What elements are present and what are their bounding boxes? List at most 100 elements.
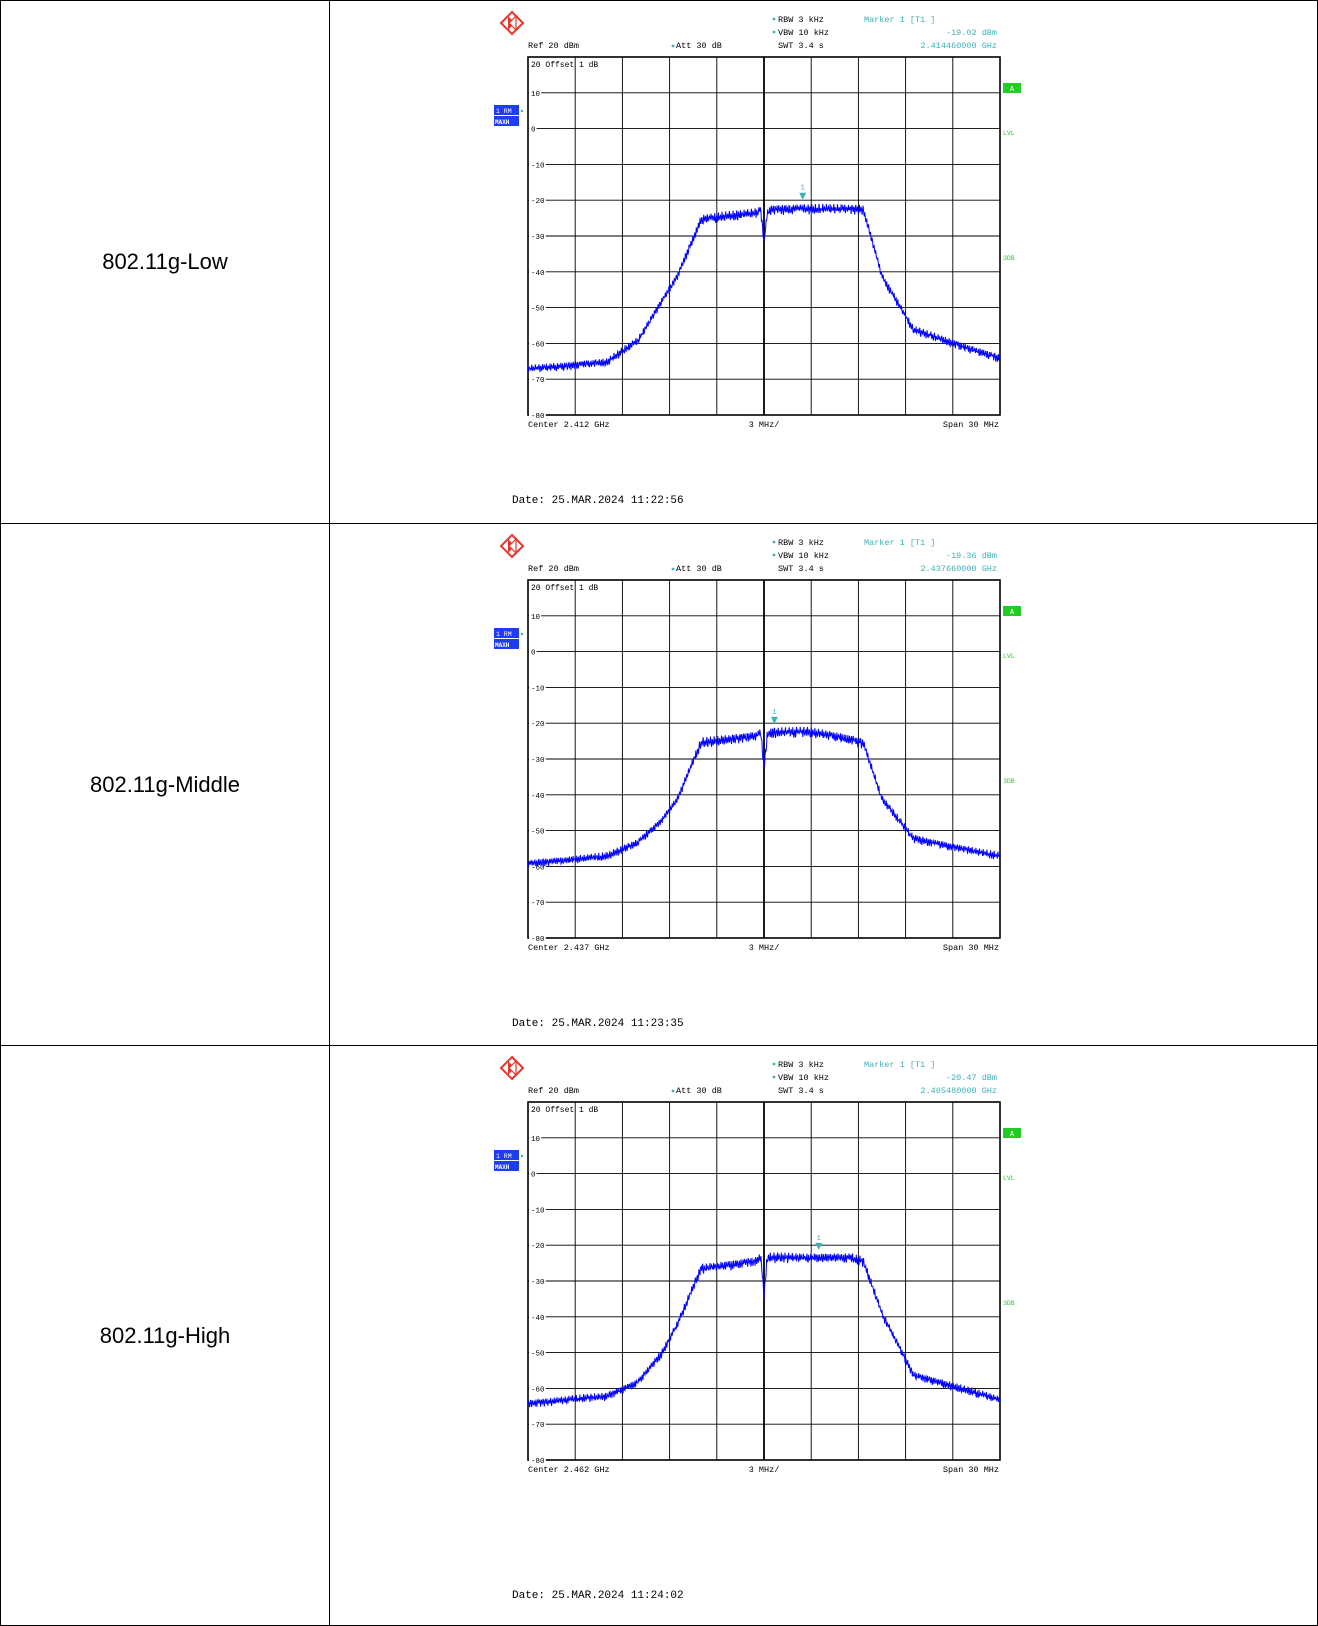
a-badge-text: A	[1010, 86, 1015, 94]
y-tick-bg	[529, 303, 546, 313]
trace-star-icon	[520, 632, 524, 636]
marker-frequency: 2.437660000 GHz	[920, 564, 997, 574]
y-tick-bg	[529, 1133, 542, 1143]
y-tick-bg	[529, 826, 546, 836]
a-badge-text: A	[1010, 1131, 1015, 1139]
maxhold-badge	[494, 116, 519, 126]
maxhold-text: MAXH	[495, 1164, 510, 1171]
ref-label: Ref 20 dBm	[528, 564, 579, 574]
a-badge	[1003, 83, 1021, 93]
trace-mode-badge	[494, 628, 519, 638]
center-freq-label: Center 2.462 GHz	[528, 1465, 610, 1475]
y-tick-bg	[529, 1312, 546, 1322]
swt-label: SWT 3.4 s	[778, 1086, 824, 1096]
lvl-label: LVL	[1003, 653, 1015, 660]
mode-label: 802.11g-Low	[102, 249, 228, 274]
mode-cell: 802.11g-Low	[0, 1, 330, 523]
a-badge	[1003, 606, 1021, 616]
maxhold-badge	[494, 1161, 519, 1171]
y-tick-bg	[529, 196, 546, 206]
y-tick-label: 0	[531, 127, 536, 135]
modified-star-icon	[671, 44, 675, 48]
y-tick-bg	[529, 611, 542, 621]
plot-cell: RBW 3 kHz VBW 10 kHz SWT 3.4 s Ref 20 dBm At…	[330, 524, 1318, 1045]
ref-label: Ref 20 dBm	[528, 41, 579, 51]
y-tick-bg	[529, 934, 546, 943]
rbw-label: RBW 3 kHz	[778, 1060, 824, 1070]
y-tick-label: 10	[531, 91, 541, 99]
y-tick-label: -10	[531, 685, 545, 693]
y-tick-label: -50	[531, 829, 545, 837]
att-label: Att 30 dB	[676, 564, 722, 574]
trace-mode-text: 1 RM	[496, 631, 512, 638]
spectrum-plot: RBW 3 kHz VBW 10 kHz SWT 3.4 s Ref 20 dBm At…	[494, 1055, 1021, 1475]
y-tick-label: -40	[531, 270, 545, 278]
offset-label: 20 Offset 1 dB	[531, 1106, 598, 1115]
lvl-label: LVL	[1003, 1175, 1015, 1182]
capture-date: Date: 25.MAR.2024 11:24:02	[512, 1590, 684, 1602]
plot-cell: RBW 3 kHz VBW 10 kHz SWT 3.4 s Ref 20 dBm At…	[330, 1046, 1318, 1625]
y-tick-bg	[529, 1277, 546, 1286]
marker-level: -19.36 dBm	[946, 551, 997, 561]
y-tick-label: -80	[531, 936, 545, 944]
y-tick-bg	[529, 411, 546, 420]
rbw-label: RBW 3 kHz	[778, 538, 824, 548]
mode-label: 802.11g-Middle	[89, 771, 241, 797]
y-tick-label: 10	[531, 614, 541, 622]
y-tick-label: 0	[531, 1172, 536, 1180]
y-tick-bg	[529, 719, 546, 729]
y-tick-label: 0	[531, 650, 536, 658]
y-tick-label: -10	[531, 162, 545, 170]
marker-frequency: 2.414460000 GHz	[920, 41, 997, 51]
trace-star-icon	[520, 1154, 524, 1158]
y-tick-bg	[529, 1348, 546, 1358]
a-badge-text: A	[1010, 609, 1015, 617]
y-tick-bg	[529, 160, 546, 170]
db3-label: 3DB	[1003, 1300, 1015, 1307]
spectrum-trace	[527, 203, 1001, 373]
y-tick-bg	[529, 1169, 537, 1179]
y-tick-label: -80	[531, 413, 545, 421]
modified-star-icon	[772, 1075, 776, 1079]
y-tick-label: -30	[531, 234, 545, 242]
center-freq-label: Center 2.412 GHz	[528, 420, 610, 430]
y-tick-bg	[529, 862, 546, 872]
y-tick-label: -40	[531, 1315, 545, 1323]
y-tick-label: -40	[531, 793, 545, 801]
marker-frequency: 2.465480000 GHz	[920, 1086, 997, 1096]
rs-logo-icon	[499, 10, 525, 36]
y-tick-label: -20	[531, 721, 545, 729]
div-label: 3 MHz/	[749, 943, 780, 953]
modified-star-icon	[671, 1089, 675, 1093]
div-label: 3 MHz/	[749, 1465, 780, 1475]
offset-label: 20 Offset 1 dB	[531, 61, 598, 70]
swt-label: SWT 3.4 s	[778, 41, 824, 51]
marker-number: 1	[801, 185, 805, 193]
offset-label: 20 Offset 1 dB	[531, 584, 598, 593]
table-row: 802.11g-Middle RBW 3 kHz VBW 10 kHz SWT 3.4…	[0, 523, 1318, 1045]
trace-mode-badge	[494, 1150, 519, 1160]
modified-star-icon	[671, 567, 675, 571]
vbw-label: VBW 10 kHz	[778, 28, 829, 38]
y-tick-label: -20	[531, 198, 545, 206]
y-tick-label: -60	[531, 1386, 545, 1394]
marker-number: 1	[817, 1235, 821, 1243]
y-tick-label: -60	[531, 341, 545, 349]
rs-logo-icon	[499, 1055, 525, 1081]
y-tick-bg	[529, 755, 546, 764]
mode-cell: 802.11g-High	[0, 1046, 330, 1625]
att-label: Att 30 dB	[676, 41, 722, 51]
mode-cell: 802.11g-Middle	[0, 524, 330, 1045]
plot-cell: RBW 3 kHz VBW 10 kHz SWT 3.4 s Ref 20 dBm At…	[330, 1, 1318, 523]
spectrum-trace	[527, 1252, 1001, 1408]
table-row: 802.11g-High RBW 3 kHz VBW 10 kHz SWT 3.4 s…	[0, 1045, 1318, 1626]
spectrum-plot: RBW 3 kHz VBW 10 kHz SWT 3.4 s Ref 20 dBm At…	[494, 10, 1021, 430]
y-tick-bg	[529, 1456, 546, 1465]
rbw-label: RBW 3 kHz	[778, 15, 824, 25]
chart-grid	[527, 56, 1001, 416]
span-label: Span 30 MHz	[943, 1465, 999, 1475]
y-tick-bg	[529, 647, 537, 657]
y-tick-label: 10	[531, 1136, 541, 1144]
